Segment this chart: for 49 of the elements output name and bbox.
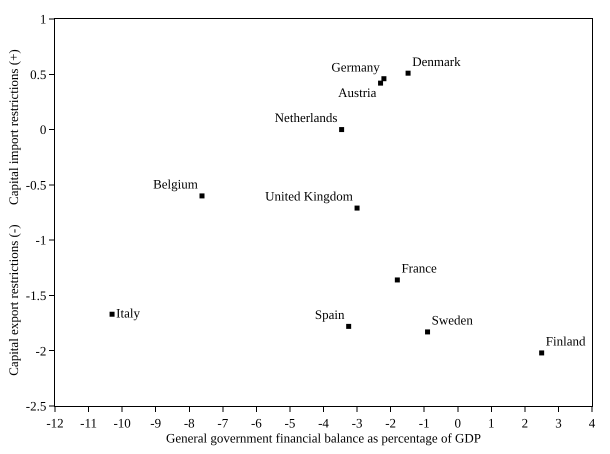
- y-tick-label: -1: [36, 232, 46, 248]
- y-tick-label: 0.5: [30, 66, 46, 82]
- point: [110, 312, 115, 317]
- y-axis-title: Capital export restrictions (-) Capital import restrictions (+): [6, 49, 21, 376]
- data-label: Germany: [331, 59, 380, 74]
- x-tick-label: -12: [46, 416, 64, 431]
- x-tick-label: 4: [588, 416, 596, 431]
- x-tick-label: 3: [555, 416, 562, 431]
- y-tick-label: -1.5: [26, 288, 46, 303]
- x-tick-label: 0: [454, 416, 461, 431]
- point: [200, 193, 204, 198]
- data-label: Denmark: [412, 54, 462, 69]
- x-tick-label: -4: [318, 416, 330, 431]
- x-tick-label: 2: [522, 416, 528, 431]
- x-tick-label: -5: [284, 416, 296, 431]
- data-label: Belgium: [153, 176, 198, 192]
- point: [539, 350, 544, 356]
- point: [425, 329, 430, 334]
- point: [394, 277, 400, 282]
- x-tick-label: -10: [113, 416, 131, 431]
- y-tick-label: 0: [40, 122, 46, 138]
- x-tick-label: -1: [418, 416, 430, 431]
- data-label: France: [401, 260, 438, 276]
- x-axis-title: General government financial balance as percentage of GDP: [166, 430, 482, 446]
- data-label: Austria: [338, 85, 377, 100]
- point: [406, 70, 411, 76]
- point: [339, 127, 344, 132]
- y-tick-label: -0.5: [26, 177, 46, 192]
- data-label: United Kingdom: [265, 188, 353, 204]
- x-tick-label: -3: [352, 416, 362, 431]
- x-tick-label: -8: [184, 416, 195, 431]
- y-tick-label: 1: [40, 12, 46, 27]
- point: [346, 324, 352, 329]
- x-tick-label: -11: [80, 416, 97, 431]
- x-tick-label: -7: [217, 416, 229, 431]
- data-label: Sweden: [432, 312, 474, 328]
- data-label: Finland: [546, 334, 586, 349]
- data-label: Spain: [314, 307, 346, 322]
- x-tick-label: -9: [150, 416, 162, 431]
- data-label: Italy: [116, 305, 141, 320]
- point: [381, 76, 386, 82]
- x-tick-label: -2: [385, 416, 396, 431]
- x-tick-label: 1: [488, 416, 495, 431]
- point: [354, 206, 360, 211]
- x-tick-label: -6: [250, 416, 262, 431]
- y-tick-label: -2.5: [26, 398, 46, 414]
- point: [378, 80, 384, 86]
- y-tick-label: -2: [36, 343, 46, 358]
- data-label: Netherlands: [274, 110, 338, 126]
